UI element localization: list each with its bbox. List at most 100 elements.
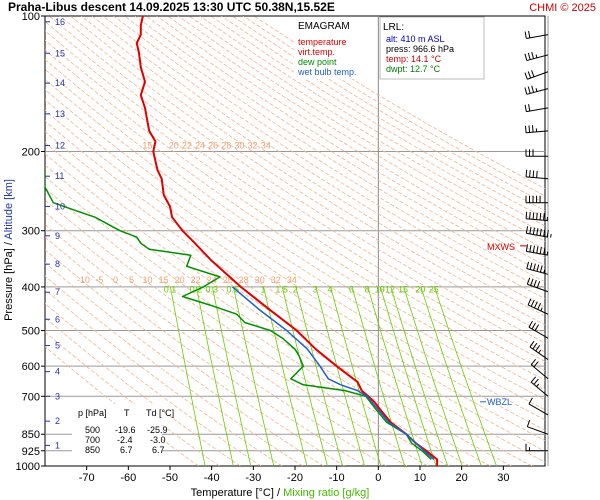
wind-barb-feather — [543, 247, 546, 255]
wind-barb-feather — [533, 279, 537, 287]
dry-adiabat-label: 20 — [169, 140, 179, 150]
dry-adiabat-label: -10 — [77, 275, 90, 285]
wind-barb — [524, 104, 549, 113]
wind-barb-feather — [533, 361, 539, 368]
wind-barb-feather — [532, 227, 535, 235]
mixing-ratio-label: 8 — [365, 284, 370, 294]
dry-adiabat-label: 28 — [239, 275, 249, 285]
wind-barb-staff — [528, 403, 549, 416]
wind-barb-staff — [526, 250, 549, 256]
wind-barb-feather — [535, 344, 541, 352]
svg-text:Pressure [hPa] / Altitude [k: Pressure [hPa] / Altitude [km] — [3, 179, 15, 321]
wind-barb-staff — [527, 71, 549, 80]
wind-barb-half-feather — [546, 251, 549, 256]
altitude-tick-label: 13 — [55, 109, 65, 119]
axes: 1002003004005006007008509251000123456789… — [16, 11, 510, 484]
dry-adiabat — [113, 16, 545, 291]
dry-adiabat — [45, 142, 533, 466]
mixing-ratio-label: 0.1 — [164, 284, 177, 294]
altitude-tick-label: 6 — [55, 314, 60, 324]
dry-adiabat-label: 22 — [182, 140, 192, 150]
x-tick-label: -20 — [287, 472, 303, 484]
table-cell: -19.6 — [115, 425, 136, 435]
wind-barb-feather — [536, 170, 538, 178]
table-cell: 6.7 — [120, 445, 133, 455]
wind-barb — [525, 443, 548, 452]
dry-adiabat — [45, 211, 408, 466]
wind-barb-feather — [536, 228, 539, 236]
lrl-temperature: temp: 14.1 °C — [386, 54, 442, 64]
wind-barb-feather — [534, 324, 539, 331]
legend-title: EMAGRAM — [298, 21, 350, 32]
wind-barb — [529, 340, 549, 360]
dry-adiabat-label: 10 — [142, 275, 152, 285]
mixing-ratio-line — [379, 286, 437, 466]
altitude-tick-label: 3 — [55, 391, 60, 401]
wind-barb-feather — [537, 302, 542, 310]
y-tick-label: 200 — [22, 146, 40, 158]
dry-adiabat-label: 28 — [221, 140, 231, 150]
dry-adiabat — [45, 176, 470, 466]
mixing-ratio-label: 0.3 — [206, 284, 219, 294]
wind-barb-staff — [529, 346, 549, 360]
mixing-ratio-line — [403, 286, 463, 466]
wind-barb-feather — [526, 261, 530, 269]
table-cell: -3.0 — [150, 435, 166, 445]
levels-table: p [hPa] T Td [°C] 500 -19.6 -25.9 700 -2… — [72, 404, 174, 459]
dry-adiabat-label: 22 — [191, 275, 201, 285]
wind-barb — [525, 226, 552, 238]
dry-adiabat-label: 24 — [195, 140, 205, 150]
wind-barb — [525, 195, 548, 204]
wind-barb-feather — [543, 213, 545, 221]
legend: EMAGRAM temperature virt.temp. dew point… — [294, 17, 368, 79]
wind-barb-feather — [530, 358, 537, 365]
wind-barb-half-feather — [540, 307, 543, 312]
dry-adiabat-label: 24 — [207, 275, 217, 285]
altitude-tick-label: 7 — [55, 287, 60, 297]
y-axis-label-pressure: Pressure [hPa] — [3, 248, 15, 321]
wind-barb — [527, 298, 549, 315]
wind-barb-feather — [530, 278, 534, 286]
wind-barb-feather — [529, 212, 531, 220]
lrl-box: LRL: alt: 410 m ASL press: 966.6 hPa tem… — [379, 16, 485, 80]
levels-table-box — [72, 404, 162, 459]
dry-adiabat — [91, 16, 545, 308]
x-axis-label-mixing-ratio: Mixing ratio [g/kg] — [283, 487, 369, 499]
y-tick-label: 300 — [22, 226, 40, 238]
dry-adiabat — [45, 187, 449, 466]
y-axis-title: Pressure [hPa] / Altitude [km] — [3, 179, 15, 321]
wind-barb-feather — [528, 320, 533, 328]
wind-barb-feather — [536, 281, 541, 289]
mixing-ratio-label: 0.5 — [227, 284, 240, 294]
altitude-tick-label: 1 — [55, 440, 60, 450]
wind-barb — [526, 261, 549, 275]
dry-adiabat — [102, 16, 545, 300]
wind-barb-feather — [529, 226, 532, 234]
wind-barb-staff — [527, 426, 549, 435]
x-axis-title: Temperature [°C] / Mixing ratio [g/kg] — [191, 487, 370, 499]
dry-adiabat-label: 32 — [248, 140, 258, 150]
wind-barb — [524, 85, 549, 95]
dry-adiabat-label: 20 — [175, 275, 185, 285]
wind-barb-feather — [536, 246, 539, 254]
x-tick-label: 30 — [497, 472, 509, 484]
wind-barb-feather — [528, 30, 531, 38]
x-tick-label: 10 — [414, 472, 426, 484]
legend-item-wet-bulb: wet bulb temp. — [297, 67, 357, 77]
mixing-ratio-label: 1.5 — [275, 284, 288, 294]
wind-barb-feather — [546, 229, 549, 238]
wind-barb-feather — [532, 342, 538, 350]
x-tick-label: -10 — [329, 472, 345, 484]
wind-barb — [524, 30, 549, 39]
dry-adiabat — [48, 16, 545, 344]
mixing-ratio-label: 12 — [385, 284, 395, 294]
altitude-tick-label: 5 — [55, 341, 60, 351]
dry-adiabat — [45, 49, 545, 381]
wet-bulb-temp-line — [232, 286, 435, 460]
mixing-ratio-line — [420, 286, 482, 466]
mixing-ratio-line — [281, 286, 328, 466]
wind-barb-feather — [524, 87, 528, 95]
mixing-ratio-line — [434, 286, 497, 466]
background-grid — [45, 16, 545, 466]
mixing-ratio-line — [295, 286, 343, 466]
